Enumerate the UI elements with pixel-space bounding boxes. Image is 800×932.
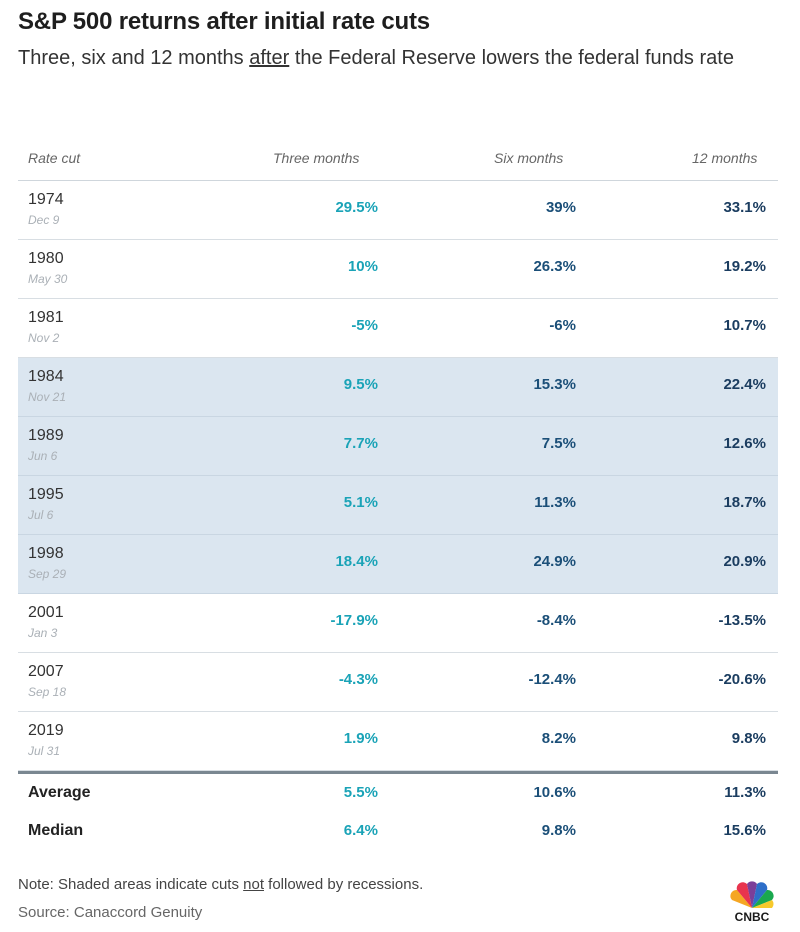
twelve-month-return: 18.7% [723, 494, 766, 511]
row-date: Jul 6 [28, 508, 54, 522]
row-year: 1998 [28, 545, 64, 562]
six-month-return: 39% [545, 199, 576, 216]
three-month-return: 29.5% [335, 199, 378, 216]
row-year: 2019 [28, 722, 64, 739]
table-row: 1974 Dec 9 29.5% 39% 33.1% [18, 181, 778, 240]
three-month-return: 7.7% [343, 435, 378, 452]
six-month-return: 24.9% [533, 553, 576, 570]
twelve-month-return: 20.9% [723, 553, 766, 570]
six-month-return: 11.3% [534, 494, 576, 511]
subtitle-emphasis: after [249, 47, 290, 69]
row-date: Nov 2 [28, 331, 60, 345]
table-row: 1984 Nov 21 9.5% 15.3% 22.4% [18, 358, 778, 417]
three-month-return: 18.4% [335, 553, 378, 570]
table-row: 2007 Sep 18 -4.3% -12.4% -20.6% [18, 653, 778, 712]
six-month-return: 26.3% [533, 258, 576, 275]
twelve-month-return: -20.6% [718, 671, 766, 688]
table-body: 1974 Dec 9 29.5% 39% 33.1% 1980 May 30 10% 26.3%… [18, 181, 778, 771]
three-month-return: -17.9% [330, 612, 378, 629]
summary-row-median: Median 6.4% 9.8% 15.6% [18, 812, 778, 850]
row-year: 1980 [28, 250, 64, 267]
six-month-return: -8.4% [536, 612, 576, 629]
three-month-return: 5.1% [343, 494, 378, 511]
note-emphasis: not [243, 876, 264, 893]
row-year: 1989 [28, 427, 64, 444]
row-date: Nov 21 [28, 390, 67, 404]
row-year: 2001 [28, 604, 64, 621]
chart-title: S&P 500 returns after initial rate cuts [18, 8, 430, 35]
six-month-return: -12.4% [528, 671, 576, 688]
table-row: 1980 May 30 10% 26.3% 19.2% [18, 240, 778, 299]
row-date: Jan 3 [28, 626, 58, 640]
row-year: 1981 [28, 309, 64, 326]
three-month-return: 9.5% [343, 376, 378, 393]
row-date: May 30 [28, 272, 68, 286]
summary-six-month: 9.8% [541, 822, 576, 839]
summary-row-average: Average 5.5% 10.6% 11.3% [18, 771, 778, 812]
summary-three-month: 6.4% [343, 822, 378, 839]
six-month-return: 15.3% [533, 376, 576, 393]
table-row: 2001 Jan 3 -17.9% -8.4% -13.5% [18, 594, 778, 653]
summary-twelve-month: 11.3% [724, 784, 766, 801]
twelve-month-return: 19.2% [723, 258, 766, 275]
row-date: Sep 18 [28, 685, 67, 699]
row-date: Dec 9 [28, 213, 60, 227]
three-month-return: 10% [347, 258, 378, 275]
subtitle-text-1: Three, six and 12 months [18, 47, 250, 69]
cnbc-logo: CNBC [726, 880, 778, 924]
twelve-month-return: -13.5% [718, 612, 766, 629]
six-month-return: 8.2% [541, 730, 576, 747]
table-row: 1998 Sep 29 18.4% 24.9% 20.9% [18, 535, 778, 594]
twelve-month-return: 12.6% [723, 435, 766, 452]
summary-label: Median [28, 822, 84, 839]
column-header-rate-cut: Rate cut [28, 150, 81, 166]
footnote: Note: Shaded areas indicate cuts not fol… [18, 876, 423, 893]
twelve-month-return: 22.4% [723, 376, 766, 393]
row-year: 2007 [28, 663, 64, 680]
table-row: 2019 Jul 31 1.9% 8.2% 9.8% [18, 712, 778, 771]
row-year: 1984 [28, 368, 64, 385]
table-summary: Average 5.5% 10.6% 11.3% Median 6.4% 9.8% 15.6% [18, 771, 778, 850]
summary-three-month: 5.5% [343, 784, 378, 801]
row-year: 1995 [28, 486, 64, 503]
summary-six-month: 10.6% [533, 784, 576, 801]
row-date: Jun 6 [28, 449, 58, 463]
table-row: 1995 Jul 6 5.1% 11.3% 18.7% [18, 476, 778, 535]
six-month-return: 7.5% [541, 435, 576, 452]
table-header: Rate cut Three months Six months 12 mont… [18, 140, 778, 181]
row-year: 1974 [28, 191, 64, 208]
returns-table: Rate cut Three months Six months 12 mont… [18, 140, 778, 850]
twelve-month-return: 9.8% [731, 730, 766, 747]
note-text-1: Note: Shaded areas indicate cuts [18, 876, 244, 893]
summary-twelve-month: 15.6% [723, 822, 766, 839]
row-date: Sep 29 [28, 567, 67, 581]
six-month-return: -6% [549, 317, 576, 334]
three-month-return: -4.3% [338, 671, 378, 688]
chart-subtitle: Three, six and 12 months after the Feder… [18, 44, 778, 72]
logo-text: CNBC [734, 910, 770, 924]
note-text-2: followed by recessions. [264, 876, 424, 893]
column-header-twelve-months: 12 months [692, 150, 758, 166]
column-header-three-months: Three months [273, 150, 360, 166]
three-month-return: 1.9% [343, 730, 378, 747]
twelve-month-return: 33.1% [723, 199, 766, 216]
peacock-icon [730, 881, 774, 908]
row-date: Jul 31 [28, 744, 61, 758]
twelve-month-return: 10.7% [723, 317, 766, 334]
table-row: 1981 Nov 2 -5% -6% 10.7% [18, 299, 778, 358]
column-header-six-months: Six months [494, 150, 564, 166]
source-line: Source: Canaccord Genuity [18, 904, 203, 921]
subtitle-text-2: the Federal Reserve lowers the federal f… [289, 47, 734, 69]
three-month-return: -5% [351, 317, 378, 334]
summary-label: Average [28, 784, 91, 801]
table-row: 1989 Jun 6 7.7% 7.5% 12.6% [18, 417, 778, 476]
